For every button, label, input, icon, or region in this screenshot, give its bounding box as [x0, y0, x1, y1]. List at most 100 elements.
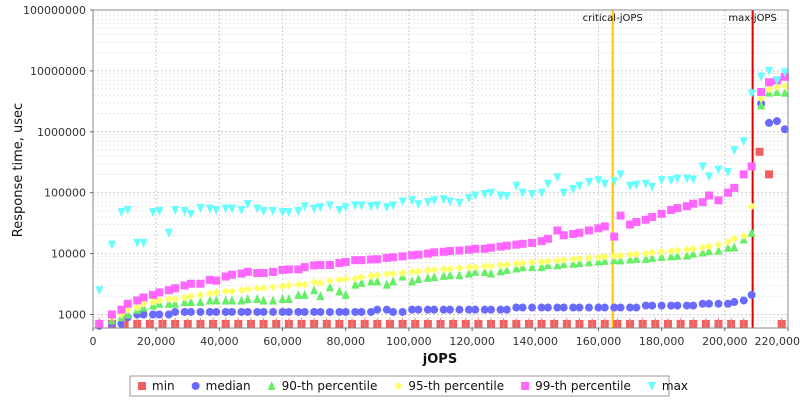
max-point: [641, 179, 650, 189]
90-th-percentile-point: [228, 295, 236, 305]
90-th-percentile-point: [269, 295, 278, 305]
99-th-percentile-point: [164, 286, 173, 295]
99-th-percentile-point: [196, 279, 205, 288]
99-th-percentile-point: [269, 267, 278, 276]
median-point: [341, 307, 350, 316]
max-point: [632, 180, 641, 190]
median-point: [641, 301, 650, 310]
95-th-percentile-point: [164, 294, 173, 303]
median-point: [496, 305, 505, 314]
median-point: [316, 307, 325, 316]
95-th-percentile-point: [480, 262, 489, 271]
99-th-percentile-point: [537, 237, 546, 246]
max-point: [648, 182, 657, 192]
x-tick-label: 100,000: [386, 335, 432, 348]
90-th-percentile-point: [310, 285, 319, 295]
90-th-percentile-point: [186, 297, 195, 307]
90-th-percentile-point: [243, 293, 252, 303]
95-th-percentile-point: [284, 281, 293, 290]
series-median: [95, 99, 789, 330]
max-point: [243, 200, 252, 210]
95-th-percentile-point: [423, 266, 432, 275]
median-point: [243, 307, 252, 316]
95-th-percentile-point: [714, 240, 723, 249]
99-th-percentile-point: [657, 209, 666, 218]
95-th-percentile-point: [648, 248, 657, 257]
reference-line-label: max-jOPS: [728, 13, 776, 24]
90-th-percentile-point: [284, 293, 293, 303]
90-th-percentile-point: [259, 295, 268, 305]
reference-line-label: critical-jOPS: [583, 13, 643, 24]
x-tick-label: 40,000: [200, 335, 239, 348]
max-point: [186, 209, 195, 219]
legend-label-max: max: [662, 379, 688, 393]
95-th-percentile-point: [300, 280, 309, 289]
95-th-percentile-point: [502, 260, 511, 269]
90-th-percentile-point: [253, 293, 262, 303]
median-point: [430, 305, 439, 314]
median-point: [423, 305, 432, 314]
95-th-percentile-point: [212, 288, 221, 297]
95-th-percentile-point: [408, 267, 417, 276]
median-point: [117, 319, 126, 328]
99-th-percentile-point: [294, 265, 303, 274]
99-th-percentile-point: [455, 246, 464, 255]
90-th-percentile-point: [502, 264, 511, 274]
95-th-percentile-point: [518, 259, 527, 268]
90-th-percentile-point: [657, 251, 666, 261]
90-th-percentile-point: [487, 268, 496, 278]
max-point: [341, 203, 350, 213]
90-th-percentile-point: [673, 250, 682, 260]
max-point: [626, 181, 635, 191]
90-th-percentile-point: [632, 253, 641, 263]
max-point: [389, 201, 398, 211]
max-point: [439, 195, 448, 205]
99-th-percentile-point: [698, 198, 707, 207]
legend-label-95-th-percentile: 95-th percentile: [408, 379, 504, 393]
90-th-percentile-point: [294, 289, 303, 299]
99-th-percentile-point: [689, 199, 698, 208]
95-th-percentile-point: [464, 263, 473, 272]
x-tick-label: 160,000: [576, 335, 622, 348]
median-point: [445, 305, 454, 314]
95-th-percentile-point: [705, 242, 714, 251]
95-th-percentile-point: [357, 273, 366, 282]
max-point: [689, 175, 698, 185]
90-th-percentile-point: [278, 293, 287, 303]
median-point: [149, 310, 158, 319]
95-th-percentile-point: [553, 256, 562, 265]
99-th-percentile-point: [632, 218, 641, 227]
99-th-percentile-point: [496, 242, 505, 251]
median-point: [357, 307, 366, 316]
95-th-percentile-point: [341, 275, 350, 284]
max-point: [471, 191, 480, 201]
max-point: [512, 181, 521, 191]
99-th-percentile-point: [212, 276, 221, 285]
max-point: [316, 203, 325, 213]
max-point: [133, 238, 142, 248]
median-point: [657, 301, 666, 310]
95-th-percentile-point: [382, 270, 391, 279]
99-th-percentile-point: [559, 231, 568, 240]
99-th-percentile-point: [723, 188, 732, 197]
95-th-percentile-point: [739, 231, 748, 240]
median-point: [398, 307, 407, 316]
95-th-percentile-point: [780, 82, 789, 91]
median-point: [575, 303, 584, 312]
99-th-percentile-point: [528, 238, 537, 247]
y-tick-label: 1000000: [37, 126, 86, 139]
max-point: [228, 204, 236, 214]
99-th-percentile-point: [325, 260, 334, 269]
series-max: [95, 66, 789, 296]
90-th-percentile-point: [496, 266, 505, 276]
99-th-percentile-point: [641, 215, 650, 224]
median-point: [325, 307, 334, 316]
99-th-percentile-point: [310, 261, 319, 270]
median-point: [414, 305, 423, 314]
max-point: [117, 208, 126, 218]
min-point: [755, 147, 764, 156]
max-point: [698, 162, 707, 172]
99-th-percentile-point: [357, 256, 366, 265]
99-th-percentile-point: [445, 247, 454, 256]
x-tick-label: 140,000: [513, 335, 559, 348]
